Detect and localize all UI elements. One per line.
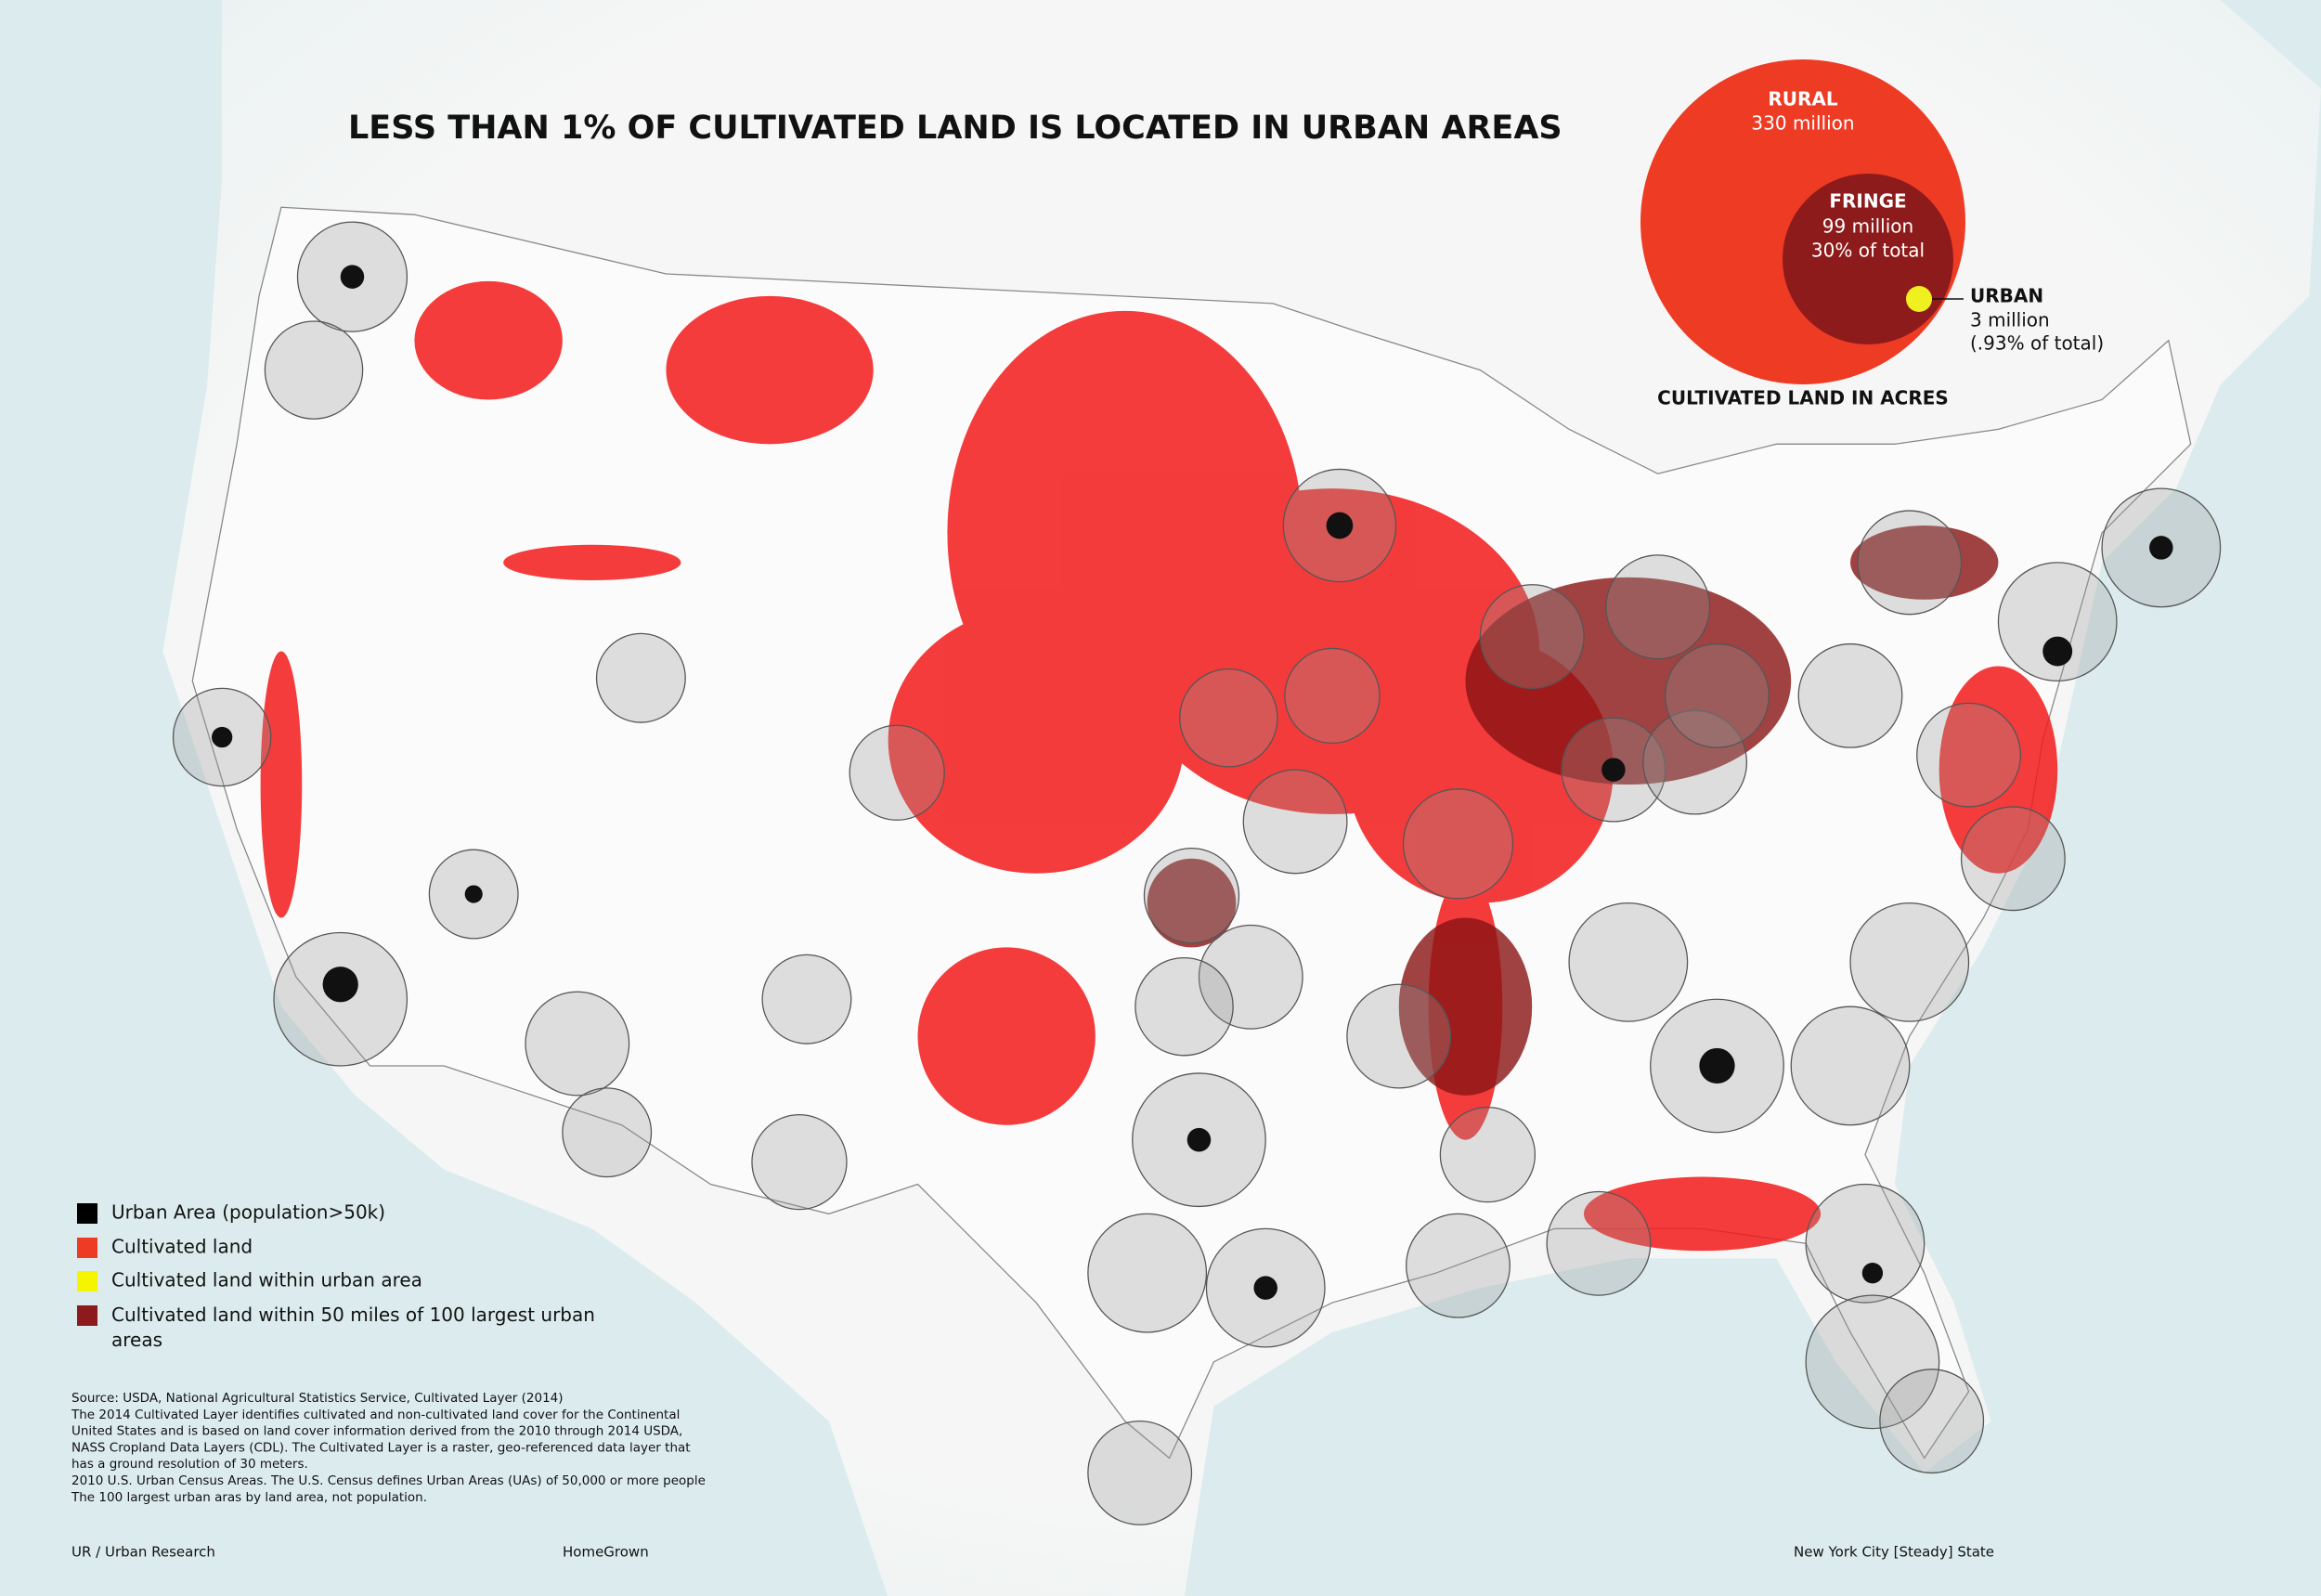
us-outline [191, 206, 2192, 1460]
source-line: 2010 U.S. Urban Census Areas. The U.S. C… [71, 1473, 706, 1488]
cultivated-land [260, 280, 2058, 1252]
fringe-share: 30% of total [1811, 240, 1925, 262]
source-note: Source: USDA, National Agricultural Stat… [71, 1391, 706, 1505]
legend-swatch [77, 1305, 97, 1326]
urban-areas [211, 265, 2173, 1300]
source-line: has a ground resolution of 30 meters. [71, 1457, 308, 1472]
chart-caption: CULTIVATED LAND IN ACRES [1657, 387, 1949, 409]
footer: UR / Urban Research HomeGrown New York Cit… [71, 1544, 1994, 1561]
fringe-land [1147, 526, 1999, 1096]
source-line: United States and is based on land cover… [71, 1424, 682, 1439]
legend-line: Cultivated land within 50 miles of 100 l… [111, 1304, 595, 1326]
basemap [162, 0, 2321, 1596]
legend-label: Cultivated land [111, 1236, 253, 1258]
legend-label: Cultivated land within 50 miles of 100 l… [111, 1304, 595, 1351]
urban-circle [1906, 286, 1932, 312]
legend: Urban Area (population>50k) Cultivated la… [77, 1201, 595, 1351]
source-line: Source: USDA, National Agricultural Stat… [71, 1391, 564, 1406]
fringe-amount: 99 million [1822, 215, 1913, 238]
urban-label: URBAN [1970, 285, 2043, 307]
urban-share: (.93% of total) [1970, 332, 2104, 355]
legend-swatch [77, 1203, 97, 1224]
fringe-label: FRINGE [1829, 190, 1906, 213]
footer-text: UR / Urban Research [71, 1544, 215, 1561]
footer-text: New York City [Steady] State [1794, 1544, 1994, 1561]
urban-amount: 3 million [1970, 309, 2050, 331]
rural-label: RURAL [1768, 88, 1838, 110]
rural-amount: 330 million [1751, 112, 1854, 135]
source-line: The 2014 Cultivated Layer identifies cul… [71, 1408, 680, 1422]
legend-line: areas [111, 1329, 162, 1351]
legend-swatch [77, 1238, 97, 1258]
source-line: NASS Cropland Data Layers (CDL). The Cul… [71, 1440, 691, 1455]
legend-label: Urban Area (population>50k) [111, 1201, 385, 1224]
title: LESS THAN 1% OF CULTIVATED LAND IS LOCAT… [348, 110, 1562, 147]
urban-buffers [172, 221, 2222, 1525]
footer-text: HomeGrown [563, 1544, 649, 1561]
source-line: The 100 largest urban aras by land area,… [71, 1490, 427, 1505]
legend-swatch [77, 1271, 97, 1291]
legend-label: Cultivated land within urban area [111, 1269, 422, 1291]
